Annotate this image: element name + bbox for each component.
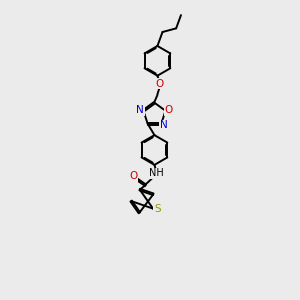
Text: N: N xyxy=(160,121,167,130)
Text: O: O xyxy=(155,79,164,89)
Text: O: O xyxy=(165,105,173,115)
Text: NH: NH xyxy=(149,168,164,178)
Text: N: N xyxy=(136,105,144,115)
Text: S: S xyxy=(154,204,160,214)
Text: O: O xyxy=(129,171,137,181)
